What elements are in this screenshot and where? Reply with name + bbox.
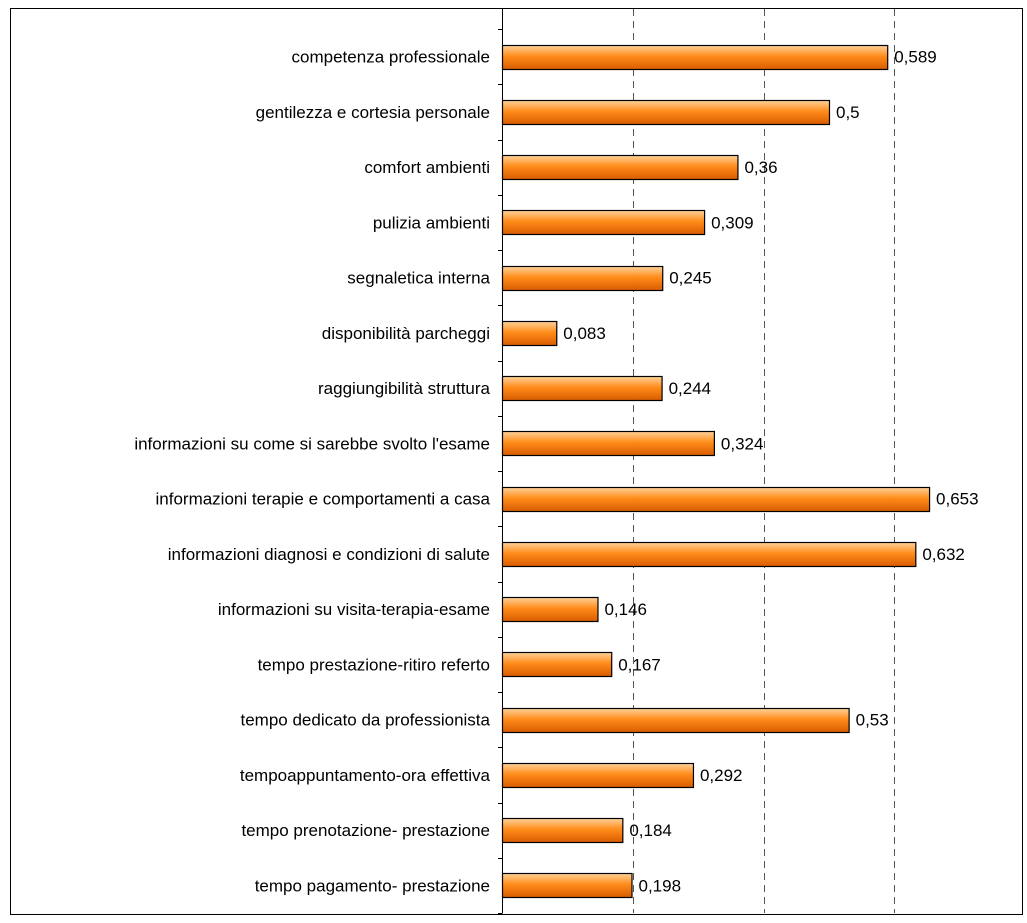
value-label-5: 0,245 xyxy=(669,269,712,288)
value-label-4: 0,309 xyxy=(711,213,754,232)
bar-15 xyxy=(501,817,624,844)
category-label-7: raggiungibilità struttura xyxy=(318,379,491,398)
bar-8 xyxy=(501,430,715,457)
category-label-5: segnaletica interna xyxy=(347,269,490,288)
value-label-2: 0,5 xyxy=(836,103,860,122)
bar-10 xyxy=(501,541,917,568)
bar-6 xyxy=(501,320,558,347)
category-label-15: tempo prenotazione- prestazione xyxy=(241,821,490,840)
value-label-6: 0,083 xyxy=(563,324,606,343)
bar-chart: competenza professionale gentilezza e cor… xyxy=(134,9,979,914)
category-label-3: comfort ambienti xyxy=(364,158,490,177)
category-label-16: tempo pagamento- prestazione xyxy=(255,876,490,895)
bar-14 xyxy=(501,762,695,789)
category-label-11: informazioni su visita-terapia-esame xyxy=(218,600,490,619)
value-label-8: 0,324 xyxy=(721,434,764,453)
value-label-7: 0,244 xyxy=(669,379,712,398)
value-label-12: 0,167 xyxy=(618,655,661,674)
axes xyxy=(498,9,503,914)
bar-5 xyxy=(501,265,664,292)
category-label-2: gentilezza e cortesia personale xyxy=(256,103,490,122)
category-label-13: tempo dedicato da professionista xyxy=(241,711,491,730)
bar-4 xyxy=(501,209,706,236)
bar-1 xyxy=(501,44,889,71)
value-label-11: 0,146 xyxy=(604,600,647,619)
bar-3 xyxy=(501,154,739,181)
value-label-13: 0,53 xyxy=(856,711,889,730)
value-label-10: 0,632 xyxy=(922,545,965,564)
category-label-14: tempoappuntamento-ora effettiva xyxy=(240,766,491,785)
value-label-15: 0,184 xyxy=(629,821,672,840)
category-label-6: disponibilità parcheggi xyxy=(322,324,490,343)
chart-frame: competenza professionale gentilezza e cor… xyxy=(10,8,1023,915)
category-label-9: informazioni terapie e comportamenti a c… xyxy=(156,490,491,509)
bar-16 xyxy=(501,872,633,899)
category-label-12: tempo prestazione-ritiro referto xyxy=(258,655,490,674)
bar-13 xyxy=(501,707,850,734)
value-label-1: 0,589 xyxy=(894,48,937,67)
category-labels: competenza professionale gentilezza e cor… xyxy=(134,48,490,896)
category-label-10: informazioni diagnosi e condizioni di sa… xyxy=(168,545,490,564)
bar-9 xyxy=(501,486,931,513)
value-labels: 0,589 0,5 0,36 0,309 0,245 0,083 0,244 0,324 0,6… xyxy=(563,48,978,896)
bar-2 xyxy=(501,99,831,126)
value-label-16: 0,198 xyxy=(638,876,681,895)
category-label-4: pulizia ambienti xyxy=(373,213,490,232)
value-label-14: 0,292 xyxy=(700,766,743,785)
value-label-3: 0,36 xyxy=(744,158,777,177)
value-label-9: 0,653 xyxy=(936,490,979,509)
bar-11 xyxy=(501,596,599,623)
category-label-8: informazioni su come si sarebbe svolto l… xyxy=(134,434,490,453)
bar-7 xyxy=(501,375,663,402)
bar-12 xyxy=(501,651,613,678)
category-label-1: competenza professionale xyxy=(292,48,490,67)
